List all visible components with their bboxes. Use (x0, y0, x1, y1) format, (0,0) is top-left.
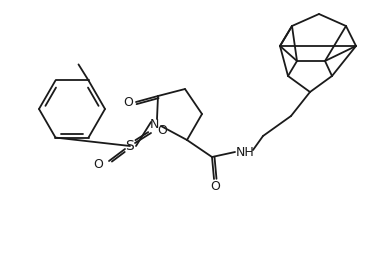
Text: NH: NH (236, 147, 255, 159)
Text: O: O (123, 97, 133, 110)
Text: O: O (157, 124, 167, 136)
Text: O: O (93, 158, 103, 171)
Text: O: O (210, 181, 220, 194)
Text: N: N (149, 117, 159, 130)
Text: S: S (126, 139, 134, 153)
